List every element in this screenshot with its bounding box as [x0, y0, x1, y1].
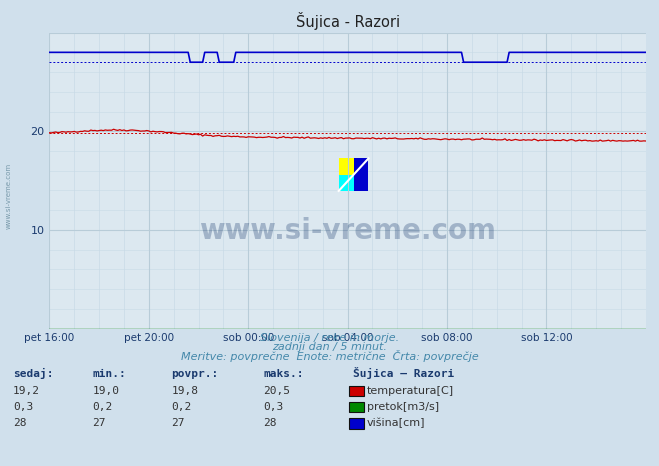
Text: 0,3: 0,3 — [13, 402, 34, 412]
Text: temperatura[C]: temperatura[C] — [367, 386, 454, 396]
Bar — [354, 158, 368, 191]
Text: zadnji dan / 5 minut.: zadnji dan / 5 minut. — [272, 343, 387, 352]
Text: 19,0: 19,0 — [92, 386, 119, 396]
Text: www.si-vreme.com: www.si-vreme.com — [5, 163, 12, 229]
Text: sedaj:: sedaj: — [13, 369, 53, 379]
Text: 28: 28 — [13, 418, 26, 428]
Text: 0,3: 0,3 — [264, 402, 284, 412]
Text: 20,5: 20,5 — [264, 386, 291, 396]
Text: 0,2: 0,2 — [171, 402, 192, 412]
Text: 27: 27 — [92, 418, 105, 428]
Text: Šujica – Razori: Šujica – Razori — [353, 368, 454, 379]
Text: 19,2: 19,2 — [13, 386, 40, 396]
Text: maks.:: maks.: — [264, 370, 304, 379]
Text: pretok[m3/s]: pretok[m3/s] — [367, 402, 439, 412]
Text: višina[cm]: višina[cm] — [367, 418, 426, 428]
Text: Slovenija / reke in morje.: Slovenija / reke in morje. — [260, 333, 399, 343]
Text: 19,8: 19,8 — [171, 386, 198, 396]
Text: www.si-vreme.com: www.si-vreme.com — [199, 217, 496, 245]
Text: Meritve: povprečne  Enote: metrične  Črta: povprečje: Meritve: povprečne Enote: metrične Črta:… — [181, 350, 478, 362]
Text: 28: 28 — [264, 418, 277, 428]
Text: min.:: min.: — [92, 370, 126, 379]
Bar — [339, 158, 354, 175]
Text: 27: 27 — [171, 418, 185, 428]
Title: Šujica - Razori: Šujica - Razori — [295, 12, 400, 30]
Text: 0,2: 0,2 — [92, 402, 113, 412]
Bar — [339, 175, 354, 191]
Text: povpr.:: povpr.: — [171, 370, 219, 379]
